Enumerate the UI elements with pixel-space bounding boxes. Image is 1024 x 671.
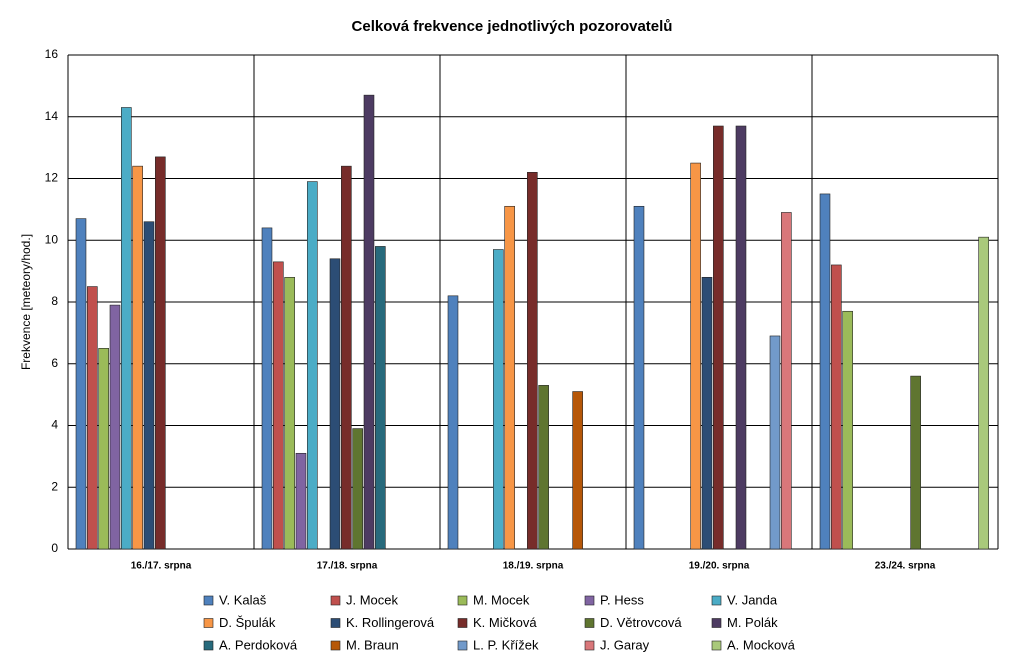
legend-label: J. Garay: [600, 637, 650, 652]
legend-swatch: [203, 618, 214, 628]
legend-label: M. Polák: [727, 615, 778, 630]
chart-title: Celková frekvence jednotlivých pozorovat…: [352, 18, 673, 35]
bar: [363, 94, 375, 550]
legend-swatch: [584, 618, 595, 628]
bar: [831, 264, 842, 550]
y-axis-label: Frekvence [meteory/hod.]: [19, 234, 33, 370]
bar: [527, 172, 538, 550]
legend-swatch: [711, 618, 722, 628]
legend-label: M. Mocek: [473, 592, 530, 607]
bar: [504, 205, 515, 550]
y-tick-label: 16: [45, 47, 59, 61]
bar: [493, 249, 504, 550]
legend-swatch: [203, 595, 214, 606]
bar: [98, 348, 109, 550]
bar: [713, 125, 724, 550]
y-tick-label: 6: [51, 356, 58, 370]
bar: [819, 193, 831, 550]
y-tick-label: 14: [45, 109, 59, 123]
bar: [910, 375, 921, 550]
legend-label: A. Perdoková: [219, 637, 298, 652]
bar: [735, 125, 747, 550]
legend-swatch: [457, 595, 468, 606]
bar: [572, 391, 583, 550]
legend-swatch: [330, 640, 341, 651]
legend-swatch: [330, 618, 341, 628]
legend-label: A. Mocková: [727, 637, 796, 652]
bar: [341, 165, 352, 550]
bar: [447, 295, 459, 550]
legend-label: P. Hess: [600, 592, 644, 607]
x-tick-label: 18./19. srpna: [503, 561, 564, 572]
legend-swatch: [584, 640, 595, 651]
legend-label: J. Mocek: [346, 592, 399, 607]
legend-swatch: [330, 595, 341, 606]
y-tick-label: 12: [45, 171, 59, 185]
bar: [781, 212, 792, 550]
bar: [307, 181, 318, 550]
y-tick-label: 10: [45, 232, 59, 246]
x-tick-label: 19./20. srpna: [689, 561, 750, 572]
bar: [842, 310, 853, 550]
x-tick-label: 16./17. srpna: [131, 561, 192, 572]
legend-label: V. Janda: [727, 592, 778, 607]
legend-label: D. Špulák: [219, 615, 276, 630]
legend-swatch: [711, 640, 722, 651]
legend-swatch: [457, 640, 468, 651]
legend-label: M. Braun: [346, 637, 399, 652]
bar: [143, 221, 155, 550]
bar: [261, 227, 273, 550]
legend-swatch: [584, 595, 595, 606]
y-tick-label: 8: [51, 294, 58, 308]
bar: [769, 335, 781, 550]
legend-label: D. Větrovcová: [600, 615, 682, 630]
x-tick-label: 17./18. srpna: [317, 561, 378, 572]
bar: [690, 162, 701, 550]
bar: [155, 156, 166, 550]
bar: [132, 165, 143, 550]
bar: [701, 276, 713, 550]
legend-swatch: [457, 618, 468, 628]
legend-label: L. P. Křížek: [473, 637, 539, 652]
bar: [284, 276, 295, 550]
bar: [121, 107, 132, 550]
x-tick-label: 23./24. srpna: [875, 561, 936, 572]
legend-label: K. Rollingerová: [346, 615, 435, 630]
legend-label: V. Kalaš: [219, 592, 267, 607]
bar: [87, 286, 98, 550]
bar: [633, 205, 645, 550]
legend-label: K. Mičková: [473, 615, 537, 630]
y-tick-label: 2: [51, 479, 58, 493]
bar: [109, 304, 121, 550]
legend-swatch: [203, 640, 214, 651]
bar: [329, 258, 341, 550]
bar: [295, 452, 307, 550]
y-tick-label: 0: [51, 541, 58, 555]
bar: [978, 236, 989, 550]
bar: [273, 261, 284, 550]
legend-swatch: [711, 595, 722, 606]
bar: [538, 385, 549, 550]
bar: [75, 218, 87, 550]
y-tick-label: 4: [51, 418, 58, 432]
bar: [375, 246, 386, 550]
bar: [352, 428, 363, 550]
